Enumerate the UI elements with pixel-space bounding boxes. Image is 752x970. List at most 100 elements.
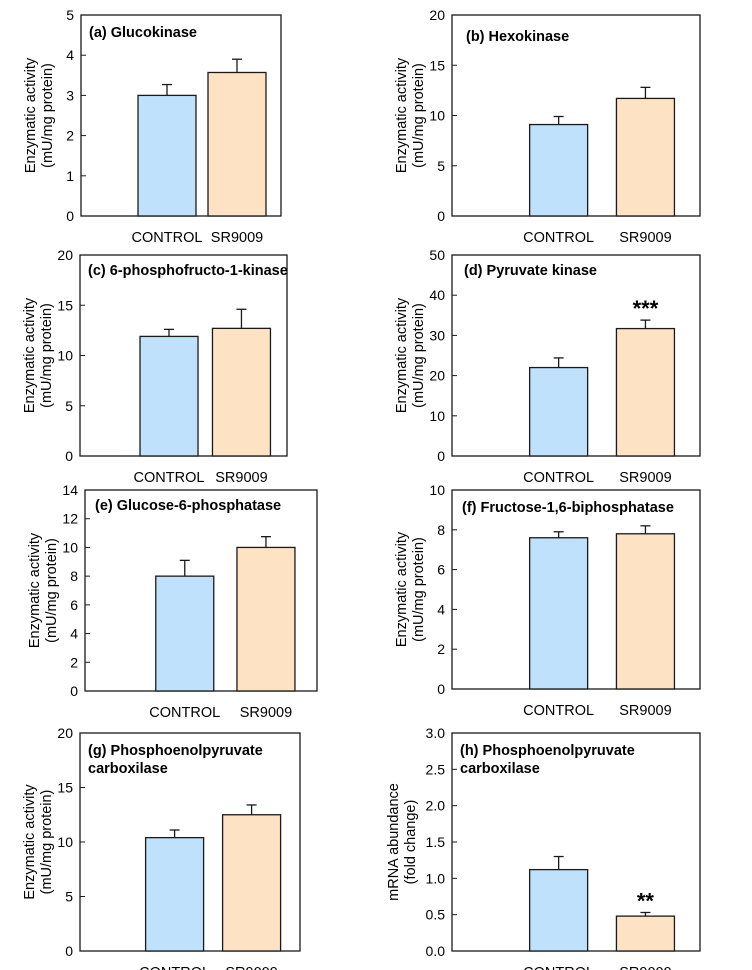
- panel-title-h: (h) Phosphoenolpyruvate carboxilase: [460, 743, 635, 777]
- category-label-h-0: CONTROL: [523, 965, 594, 970]
- y-axis-label-line-c-1: (mU/mg protein): [39, 303, 55, 408]
- panel-title-line-c-0: (c) 6-phosphofructo-1-kinase: [88, 263, 288, 279]
- bar-h-control: [528, 868, 589, 952]
- panel-f: 0 2 4 6 8 10 Enzymatic activity(mU/mg protein)…: [394, 482, 701, 719]
- bar-f-control: [528, 537, 589, 690]
- y-tick-label-g-3: 15: [57, 780, 73, 796]
- bar-f-sr9009: [615, 533, 676, 690]
- y-axis-label-e: Enzymatic activity(mU/mg protein): [27, 532, 60, 648]
- y-axis-label-line-b-0: Enzymatic activity: [394, 57, 410, 173]
- y-tick-label-a-1: 1: [66, 168, 74, 184]
- category-label-g-1: SR9009: [225, 965, 277, 970]
- y-tick-label-c-1: 5: [65, 398, 73, 414]
- panel-title-c: (c) 6-phosphofructo-1-kinase: [88, 263, 288, 279]
- y-tick-label-c-4: 20: [57, 247, 73, 263]
- bar-g-sr9009: [221, 814, 282, 952]
- y-axis-label-line-b-1: (mU/mg protein): [411, 63, 427, 168]
- category-label-f-0: CONTROL: [523, 703, 594, 719]
- y-tick-label-f-2: 4: [437, 601, 445, 617]
- category-label-d-1: SR9009: [619, 470, 671, 486]
- y-tick-label-e-6: 12: [62, 511, 78, 527]
- panel-title-e: (e) Glucose-6-phosphatase: [95, 498, 281, 514]
- category-label-d-0: CONTROL: [523, 470, 594, 486]
- bar-c-control: [139, 335, 199, 457]
- bar-b-control: [528, 123, 589, 217]
- y-tick-label-f-3: 6: [437, 562, 445, 578]
- y-tick-label-e-4: 8: [70, 568, 78, 584]
- y-tick-label-h-5: 2.5: [426, 761, 446, 777]
- y-tick-label-a-5: 5: [66, 7, 74, 23]
- y-tick-label-f-5: 10: [429, 482, 445, 498]
- panel-title-a: (a) Glucokinase: [89, 25, 197, 41]
- y-tick-label-b-1: 5: [437, 158, 445, 174]
- y-tick-label-h-3: 1.5: [426, 834, 446, 850]
- y-tick-label-h-0: 0.0: [426, 943, 446, 959]
- y-axis-label-line-h-0: mRNA abundance: [386, 783, 402, 901]
- bar-e-sr9009: [236, 546, 296, 692]
- category-label-a-1: SR9009: [211, 230, 263, 246]
- y-tick-label-f-1: 2: [437, 641, 445, 657]
- y-axis-label-line-f-0: Enzymatic activity: [394, 531, 410, 647]
- bar-d-sr9009: [615, 327, 676, 457]
- y-axis-label-d: Enzymatic activity(mU/mg protein): [394, 297, 427, 413]
- y-axis-label-line-e-0: Enzymatic activity: [27, 532, 43, 648]
- y-tick-label-g-0: 0: [65, 943, 73, 959]
- panel-title-line-h-0: (h) Phosphoenolpyruvate: [460, 743, 635, 759]
- y-axis-label-a: Enzymatic activity(mU/mg protein): [23, 57, 56, 173]
- panel-title-d: (d) Pyruvate kinase: [464, 263, 597, 279]
- y-tick-label-g-1: 5: [65, 889, 73, 905]
- y-tick-label-e-2: 4: [70, 626, 78, 642]
- y-tick-label-h-4: 2.0: [426, 798, 446, 814]
- significance-h-1: **: [637, 888, 655, 913]
- y-tick-label-g-2: 10: [57, 834, 73, 850]
- bar-a-sr9009: [207, 71, 267, 217]
- y-tick-label-d-3: 30: [429, 327, 445, 343]
- y-axis-label-f: Enzymatic activity(mU/mg protein): [394, 531, 427, 647]
- bar-a-control: [137, 94, 197, 217]
- y-tick-label-b-0: 0: [437, 208, 445, 224]
- y-tick-label-a-3: 3: [66, 87, 74, 103]
- category-label-c-1: SR9009: [215, 470, 267, 486]
- y-axis-label-line-h-1: (fold change): [403, 800, 419, 885]
- bar-h-sr9009: [615, 915, 676, 952]
- panel-title-f: (f) Fructose-1,6-biphosphatase: [462, 500, 674, 516]
- y-axis-label-b: Enzymatic activity(mU/mg protein): [394, 57, 427, 173]
- bar-c-sr9009: [211, 327, 272, 457]
- panel-e: 0 2 4 6 8 10 12 14 Enzymatic activity(mU/mg prot…: [27, 482, 318, 721]
- y-tick-label-d-2: 20: [429, 368, 445, 384]
- y-tick-label-b-2: 10: [429, 108, 445, 124]
- y-axis-label-c: Enzymatic activity(mU/mg protein): [22, 297, 55, 413]
- y-tick-label-a-0: 0: [66, 208, 74, 224]
- y-axis-label-line-a-0: Enzymatic activity: [23, 57, 39, 173]
- y-tick-label-h-1: 0.5: [426, 907, 446, 923]
- panel-title-line-g-1: carboxilase: [88, 761, 168, 777]
- y-tick-label-g-4: 20: [57, 725, 73, 741]
- category-label-e-1: SR9009: [240, 705, 292, 721]
- y-tick-label-a-2: 2: [66, 128, 74, 144]
- y-tick-label-e-5: 10: [62, 539, 78, 555]
- panel-title-line-a-0: (a) Glucokinase: [89, 25, 197, 41]
- panel-g: 0 5 10 15 20 Enzymatic activity(mU/mg protein…: [22, 725, 301, 970]
- y-tick-label-e-3: 6: [70, 597, 78, 613]
- y-tick-label-b-4: 20: [429, 7, 445, 23]
- bar-b-sr9009: [615, 97, 676, 217]
- significance-d-1: ***: [633, 296, 659, 321]
- y-axis-label-line-g-1: (mU/mg protein): [39, 790, 55, 895]
- y-tick-label-h-6: 3.0: [426, 725, 446, 741]
- panel-title-line-e-0: (e) Glucose-6-phosphatase: [95, 498, 281, 514]
- y-axis-label-line-a-1: (mU/mg protein): [40, 63, 56, 168]
- y-tick-label-d-1: 10: [429, 408, 445, 424]
- bar-g-control: [144, 836, 205, 952]
- category-label-g-0: CONTROL: [139, 965, 210, 970]
- y-tick-label-d-5: 50: [429, 247, 445, 263]
- y-tick-label-e-1: 2: [70, 654, 78, 670]
- panel-title-b: (b) Hexokinase: [466, 29, 569, 45]
- y-tick-label-d-4: 40: [429, 287, 445, 303]
- bar-e-control: [155, 575, 215, 692]
- y-tick-label-d-0: 0: [437, 448, 445, 464]
- y-tick-label-b-3: 15: [429, 57, 445, 73]
- category-label-a-0: CONTROL: [132, 230, 203, 246]
- y-tick-label-c-0: 0: [65, 448, 73, 464]
